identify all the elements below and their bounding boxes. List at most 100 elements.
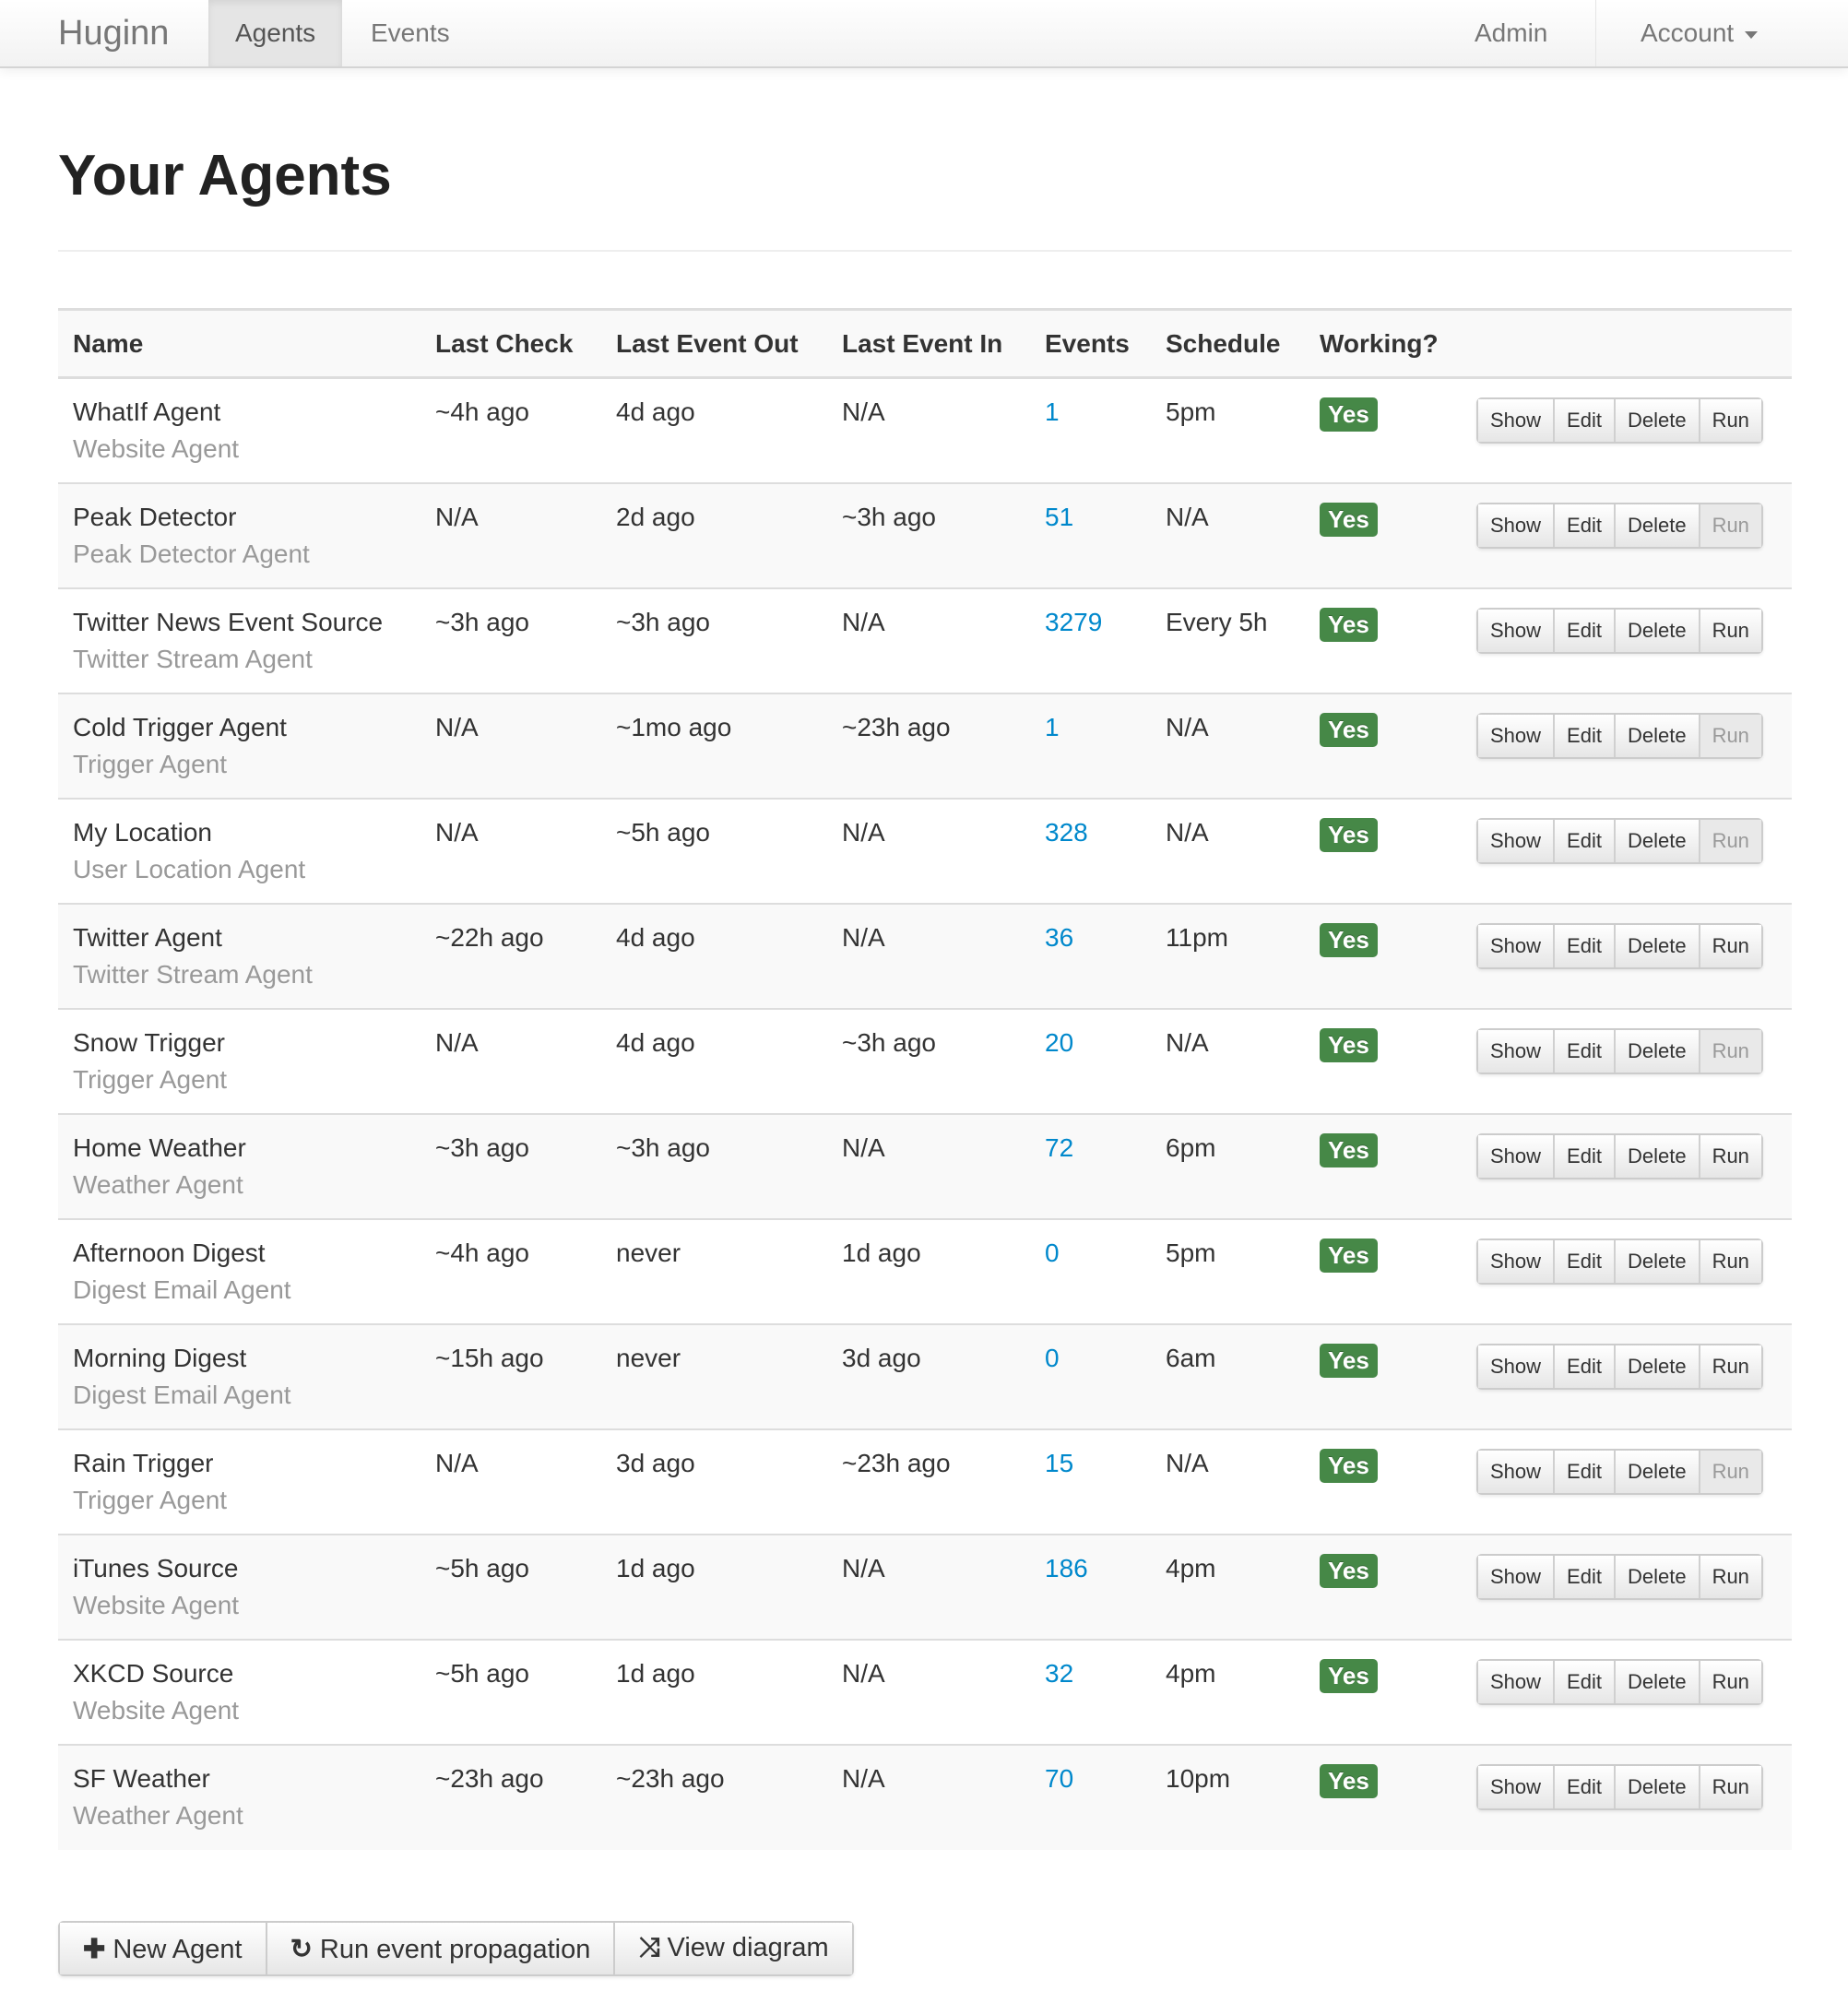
show-button[interactable]: Show: [1478, 504, 1554, 547]
show-button[interactable]: Show: [1478, 1450, 1554, 1493]
edit-button[interactable]: Edit: [1553, 504, 1614, 547]
show-button[interactable]: Show: [1478, 1345, 1554, 1388]
run-button[interactable]: Run: [1698, 609, 1761, 652]
run-button[interactable]: Run: [1698, 1345, 1761, 1388]
show-button[interactable]: Show: [1478, 1555, 1554, 1598]
delete-button[interactable]: Delete: [1613, 1239, 1699, 1283]
agent-name-link[interactable]: Home Weather: [73, 1132, 246, 1162]
edit-button[interactable]: Edit: [1553, 609, 1614, 652]
events-count-link[interactable]: 3279: [1045, 607, 1103, 636]
agent-name-link[interactable]: Rain Trigger: [73, 1448, 214, 1477]
edit-button[interactable]: Edit: [1553, 1765, 1614, 1808]
agent-name-link[interactable]: Twitter News Event Source: [73, 607, 384, 636]
edit-button[interactable]: Edit: [1553, 1134, 1614, 1178]
agent-name-link[interactable]: Morning Digest: [73, 1343, 247, 1372]
view-diagram-button[interactable]: ⤨ View diagram: [613, 1923, 852, 1974]
agent-name-link[interactable]: Cold Trigger Agent: [73, 712, 287, 741]
agent-name-link[interactable]: Peak Detector: [73, 502, 237, 531]
run-button[interactable]: Run: [1698, 714, 1761, 757]
delete-button[interactable]: Delete: [1613, 819, 1699, 862]
nav-events[interactable]: Events: [371, 18, 450, 47]
delete-button[interactable]: Delete: [1613, 399, 1699, 442]
show-button[interactable]: Show: [1478, 924, 1554, 967]
show-button[interactable]: Show: [1478, 714, 1554, 757]
run-button[interactable]: Run: [1698, 819, 1761, 862]
edit-button[interactable]: Edit: [1553, 924, 1614, 967]
agent-name-link[interactable]: Twitter Agent: [73, 922, 222, 952]
cell-schedule: 6pm: [1151, 1112, 1305, 1219]
run-button[interactable]: Run: [1698, 1239, 1761, 1283]
edit-button[interactable]: Edit: [1553, 1029, 1614, 1073]
events-count-link[interactable]: 72: [1045, 1132, 1074, 1162]
delete-button[interactable]: Delete: [1613, 1345, 1699, 1388]
cell-actions: Show Edit Delete Run: [1462, 1428, 1792, 1535]
cell-name: Rain Trigger Trigger Agent: [58, 1428, 421, 1535]
run-event-propagation-button[interactable]: ↻ Run event propagation: [265, 1923, 614, 1974]
delete-button[interactable]: Delete: [1613, 1765, 1699, 1808]
events-count-link[interactable]: 186: [1045, 1553, 1088, 1582]
delete-button[interactable]: Delete: [1613, 1555, 1699, 1598]
agent-name-link[interactable]: iTunes Source: [73, 1553, 239, 1582]
events-count-link[interactable]: 0: [1045, 1238, 1060, 1267]
edit-button[interactable]: Edit: [1553, 1239, 1614, 1283]
edit-button[interactable]: Edit: [1553, 399, 1614, 442]
events-count-link[interactable]: 328: [1045, 817, 1088, 847]
delete-button[interactable]: Delete: [1613, 1029, 1699, 1073]
edit-button[interactable]: Edit: [1553, 1555, 1614, 1598]
delete-button[interactable]: Delete: [1613, 924, 1699, 967]
events-count-link[interactable]: 32: [1045, 1658, 1074, 1688]
run-button[interactable]: Run: [1698, 1765, 1761, 1808]
brand-logo[interactable]: Huginn: [58, 14, 170, 53]
nav-account-dropdown[interactable]: Account: [1614, 0, 1784, 66]
events-count-link[interactable]: 51: [1045, 502, 1074, 531]
run-button[interactable]: Run: [1698, 1660, 1761, 1703]
show-button[interactable]: Show: [1478, 399, 1554, 442]
footer-button-group: ✚ New Agent ↻ Run event propagation ⤨ View di…: [58, 1921, 854, 1976]
run-button[interactable]: Run: [1698, 399, 1761, 442]
delete-button[interactable]: Delete: [1613, 1134, 1699, 1178]
agent-name-link[interactable]: Snow Trigger: [73, 1027, 225, 1057]
table-row: SF Weather Weather Agent ~23h ago ~23h ago N…: [58, 1743, 1792, 1850]
delete-button[interactable]: Delete: [1613, 609, 1699, 652]
edit-button[interactable]: Edit: [1553, 819, 1614, 862]
events-count-link[interactable]: 1: [1045, 712, 1060, 741]
run-button[interactable]: Run: [1698, 1029, 1761, 1073]
events-count-link[interactable]: 36: [1045, 922, 1074, 952]
show-button[interactable]: Show: [1478, 1029, 1554, 1073]
run-button[interactable]: Run: [1698, 1134, 1761, 1178]
show-button[interactable]: Show: [1478, 609, 1554, 652]
events-count-link[interactable]: 1: [1045, 397, 1060, 426]
agent-name-link[interactable]: My Location: [73, 817, 212, 847]
show-button[interactable]: Show: [1478, 1765, 1554, 1808]
delete-button[interactable]: Delete: [1613, 1660, 1699, 1703]
agent-name-link[interactable]: WhatIf Agent: [73, 397, 221, 426]
events-count-link[interactable]: 20: [1045, 1027, 1074, 1057]
agent-name-link[interactable]: Afternoon Digest: [73, 1238, 266, 1267]
edit-button[interactable]: Edit: [1553, 714, 1614, 757]
run-button[interactable]: Run: [1698, 1555, 1761, 1598]
agent-name-link[interactable]: SF Weather: [73, 1763, 210, 1793]
cell-last-event-out: 2d ago: [601, 481, 827, 588]
page-title: Your Agents: [58, 144, 392, 207]
new-agent-button[interactable]: ✚ New Agent: [60, 1923, 266, 1974]
nav-admin[interactable]: Admin: [1475, 18, 1548, 47]
events-count-link[interactable]: 15: [1045, 1448, 1074, 1477]
show-button[interactable]: Show: [1478, 819, 1554, 862]
nav-agents[interactable]: Agents: [208, 0, 343, 66]
run-button[interactable]: Run: [1698, 924, 1761, 967]
delete-button[interactable]: Delete: [1613, 714, 1699, 757]
edit-button[interactable]: Edit: [1553, 1450, 1614, 1493]
show-button[interactable]: Show: [1478, 1660, 1554, 1703]
edit-button[interactable]: Edit: [1553, 1660, 1614, 1703]
run-button[interactable]: Run: [1698, 1450, 1761, 1493]
agent-name-link[interactable]: XKCD Source: [73, 1658, 234, 1688]
events-count-link[interactable]: 0: [1045, 1343, 1060, 1372]
show-button[interactable]: Show: [1478, 1239, 1554, 1283]
cell-last-check: ~23h ago: [421, 1743, 601, 1850]
delete-button[interactable]: Delete: [1613, 1450, 1699, 1493]
run-button[interactable]: Run: [1698, 504, 1761, 547]
delete-button[interactable]: Delete: [1613, 504, 1699, 547]
show-button[interactable]: Show: [1478, 1134, 1554, 1178]
events-count-link[interactable]: 70: [1045, 1763, 1074, 1793]
edit-button[interactable]: Edit: [1553, 1345, 1614, 1388]
